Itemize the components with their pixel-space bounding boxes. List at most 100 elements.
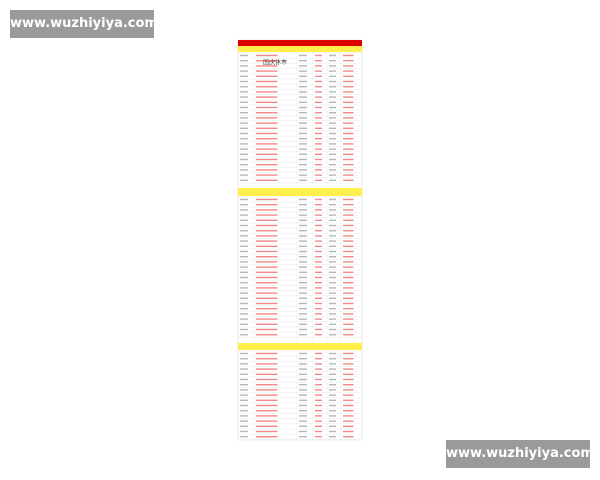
cell-text (315, 363, 322, 365)
cell-text (329, 54, 336, 57)
cell-text (256, 106, 278, 109)
cell-text (343, 117, 354, 119)
cell-text (329, 214, 336, 216)
cell-text (256, 420, 278, 422)
cell-text (240, 266, 248, 268)
cell-text (240, 214, 248, 216)
cell-text (299, 399, 307, 401)
cell-text (315, 430, 322, 433)
cell-text (343, 373, 354, 375)
cell-text (240, 276, 248, 279)
cell-text (256, 224, 278, 227)
cell-text (240, 106, 248, 109)
cell-text (299, 308, 307, 310)
cell-text (315, 86, 322, 88)
cell-text (343, 415, 354, 417)
cell-text (256, 80, 278, 83)
cell-text (343, 153, 354, 155)
cell-text (240, 153, 248, 155)
cell-text (315, 224, 322, 227)
cell-text (299, 410, 307, 412)
section-bar (238, 343, 362, 350)
cell-text (343, 287, 354, 289)
cell-text (343, 425, 354, 427)
cell-text (256, 198, 278, 201)
cell-text (299, 132, 307, 135)
cell-text (315, 313, 322, 315)
cell-text (315, 368, 322, 370)
cell-text (240, 174, 248, 176)
cell-text (299, 235, 307, 237)
cell-text (329, 323, 336, 325)
cell-text (240, 384, 248, 386)
cell-text (329, 266, 336, 268)
cell-text (315, 70, 322, 72)
cell-text (240, 420, 248, 422)
header-bar (238, 40, 362, 46)
cell-text (329, 117, 336, 119)
cell-text (299, 60, 307, 62)
cell-text (315, 373, 322, 375)
cell-text (256, 328, 278, 331)
cell-text (299, 122, 307, 124)
cell-text (299, 292, 307, 294)
cell-text (299, 328, 307, 331)
cell-text (329, 378, 336, 381)
cell-text (256, 86, 278, 88)
cell-text (299, 179, 307, 181)
cell-text (299, 106, 307, 109)
cell-text (256, 148, 278, 150)
cell-text (256, 174, 278, 176)
cell-text (256, 209, 278, 211)
cell-text (256, 101, 278, 103)
cell-text (329, 209, 336, 211)
cell-text (329, 384, 336, 386)
cell-text (329, 143, 336, 145)
cell-text (343, 313, 354, 315)
cell-text (299, 352, 307, 355)
cell-text (343, 209, 354, 211)
cell-text (315, 219, 322, 221)
cell-text (299, 358, 307, 360)
cell-text (256, 302, 278, 305)
cell-text (240, 219, 248, 221)
cell-text (299, 389, 307, 391)
cell-text (256, 297, 278, 299)
cell-text (256, 54, 278, 57)
cell-text (343, 179, 354, 181)
cell-text (299, 363, 307, 365)
cell-text (256, 75, 278, 77)
cell-text (240, 209, 248, 211)
cell-text (315, 328, 322, 331)
cell-text (343, 245, 354, 247)
cell-text (299, 282, 307, 284)
cell-text (299, 209, 307, 211)
cell-text (329, 132, 336, 135)
cell-text (256, 250, 278, 253)
cell-text (329, 122, 336, 124)
cell-text (256, 404, 278, 407)
cell-text (329, 148, 336, 150)
cell-text (343, 334, 354, 336)
cell-text (256, 132, 278, 135)
cell-text (329, 328, 336, 331)
cell-text (343, 271, 354, 273)
cell-text (256, 164, 278, 166)
cell-text (315, 308, 322, 310)
cell-text (343, 148, 354, 150)
cell-text (240, 410, 248, 412)
cell-text (329, 60, 336, 62)
cell-text (329, 65, 336, 67)
cell-text (329, 235, 336, 237)
cell-text (299, 75, 307, 77)
cell-text (299, 415, 307, 417)
cell-text (343, 328, 354, 331)
cell-text (329, 91, 336, 93)
cell-text (343, 399, 354, 401)
cell-text (343, 235, 354, 237)
cell-text (315, 436, 322, 438)
cell-text (256, 153, 278, 155)
cell-text (329, 204, 336, 206)
cell-text (343, 318, 354, 320)
